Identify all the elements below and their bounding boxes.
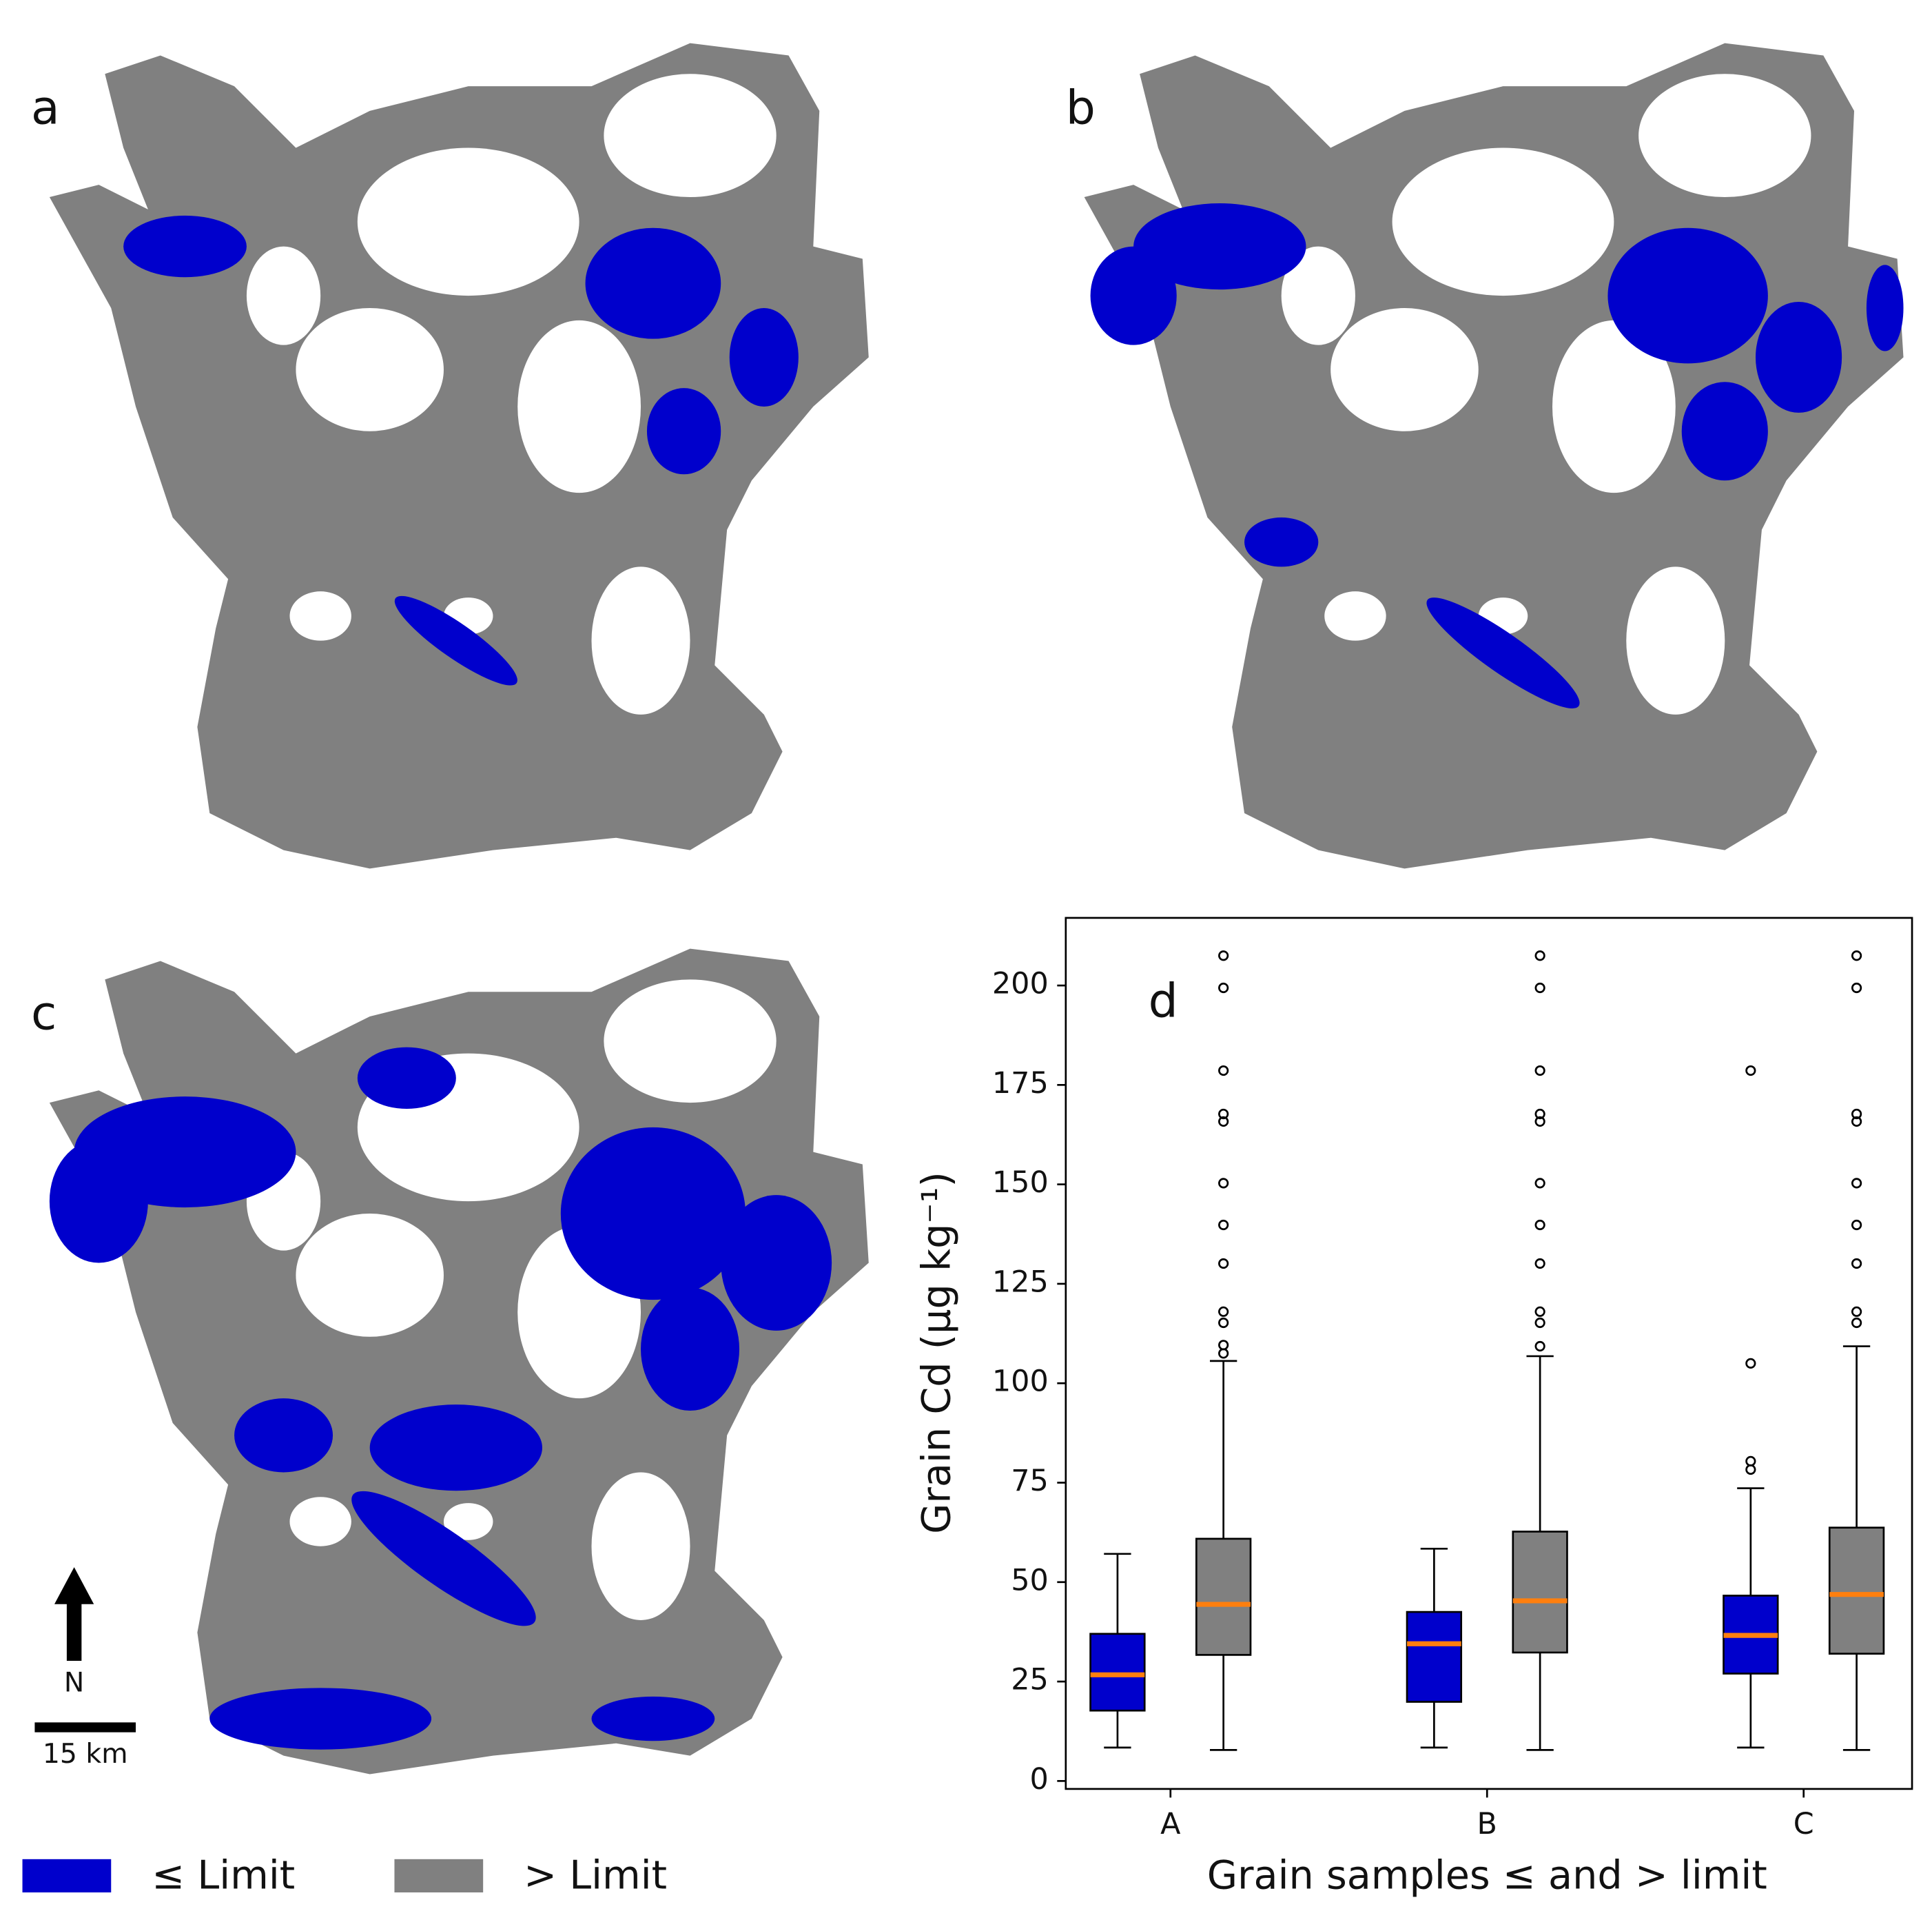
north-label: N: [64, 1666, 84, 1698]
y-tick-label: 75: [1011, 1464, 1049, 1498]
outlier: [1218, 1116, 1229, 1127]
legend-swatch: [394, 1859, 484, 1893]
outlier: [1851, 982, 1862, 994]
outlier: [1218, 1178, 1229, 1189]
outlier: [1851, 1108, 1862, 1120]
panel-label: d: [1149, 974, 1178, 1029]
outlier: [1534, 1116, 1545, 1127]
outlier: [1851, 1219, 1862, 1231]
y-tick-label: 0: [1029, 1762, 1048, 1797]
panel-label: c: [31, 986, 56, 1041]
y-tick-label: 50: [1011, 1563, 1049, 1597]
outlier: [1534, 1306, 1545, 1317]
x-axis-label: Grain samples ≤ and > limit: [1207, 1852, 1767, 1898]
outlier: [1218, 1340, 1229, 1351]
box: [1828, 1526, 1885, 1655]
outlier: [1851, 1317, 1862, 1329]
scale-label: 15 km: [43, 1738, 128, 1770]
x-tick-label: B: [1477, 1807, 1497, 1841]
outlier: [1534, 1108, 1545, 1120]
outlier: [1745, 1065, 1756, 1076]
outlier: [1218, 1317, 1229, 1329]
outlier: [1851, 1178, 1862, 1189]
y-tick-label: 25: [1011, 1663, 1049, 1697]
y-tick-label: 125: [992, 1265, 1049, 1299]
outlier: [1851, 1116, 1862, 1127]
outlier: [1218, 950, 1229, 961]
box: [1089, 1633, 1146, 1712]
y-tick-label: 100: [992, 1364, 1049, 1399]
outlier: [1534, 1219, 1545, 1231]
panel-label: a: [31, 81, 60, 135]
box: [1512, 1531, 1568, 1654]
map-c: c: [31, 948, 869, 1775]
outlier: [1534, 1340, 1545, 1352]
outlier: [1218, 1348, 1229, 1359]
map-a: a: [31, 43, 869, 869]
legend-swatch: [22, 1859, 112, 1893]
outlier: [1218, 982, 1229, 994]
box: [1195, 1537, 1252, 1656]
outlier: [1534, 950, 1545, 961]
outlier: [1851, 1258, 1862, 1269]
map-key: N 15 km: [34, 1567, 136, 1770]
plot-frame: [1065, 917, 1913, 1790]
outlier: [1745, 1455, 1756, 1466]
panel-label: b: [1066, 81, 1096, 135]
outlier: [1851, 1306, 1862, 1317]
outlier: [1534, 1317, 1545, 1329]
outlier: [1218, 1219, 1229, 1231]
outlier: [1218, 1108, 1229, 1120]
outlier: [1218, 1306, 1229, 1317]
outlier: [1534, 982, 1545, 994]
y-tick-label: 175: [992, 1066, 1049, 1101]
outlier: [1218, 1258, 1229, 1269]
outlier: [1534, 1258, 1545, 1269]
outlier: [1534, 1178, 1545, 1189]
y-tick-label: 150: [992, 1165, 1049, 1200]
outlier: [1745, 1464, 1756, 1475]
legend-label: > Limit: [524, 1852, 667, 1898]
outlier: [1851, 950, 1862, 961]
outlier: [1218, 1065, 1229, 1076]
y-tick-label: 200: [992, 967, 1049, 1001]
legend-label: ≤ Limit: [152, 1852, 295, 1898]
outlier: [1534, 1065, 1545, 1076]
y-axis-label: Grain Cd (µg kg⁻¹): [914, 1172, 959, 1534]
box: [1406, 1611, 1463, 1703]
outlier: [1745, 1358, 1756, 1369]
x-tick-label: A: [1160, 1807, 1180, 1841]
x-tick-label: C: [1794, 1807, 1814, 1841]
map-b: b: [1066, 43, 1904, 869]
